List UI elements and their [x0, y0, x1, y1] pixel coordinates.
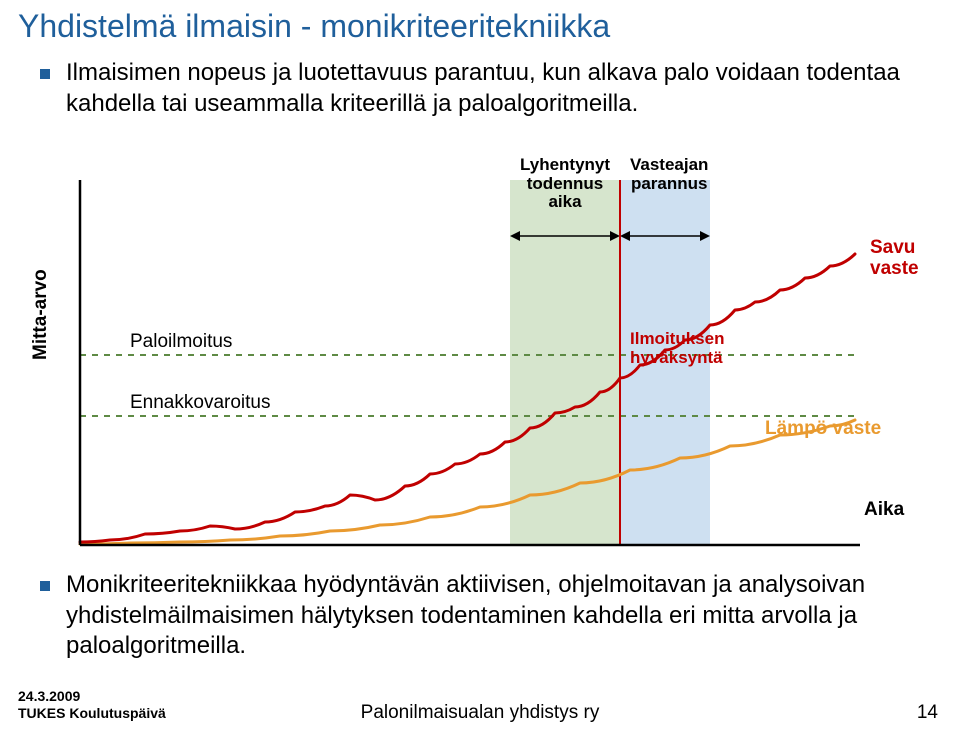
chart-svg — [30, 150, 930, 570]
chart: Mitta-arvo Lyhentynyttodennusaika Vastea… — [30, 150, 930, 570]
x-axis-label: Aika — [864, 499, 904, 521]
band-label-vasteajan: Vasteajanparannus — [630, 156, 708, 193]
slide: Yhdistelmä ilmaisin - monikriteeriteknii… — [0, 0, 960, 742]
level-label-ennakkovaroitus: Ennakkovaroitus — [130, 392, 270, 414]
slide-title: Yhdistelmä ilmaisin - monikriteeriteknii… — [18, 8, 610, 45]
event-label-ilmoituksen: Ilmoituksenhyväksyntä — [630, 330, 724, 367]
bullet-2: Monikriteeritekniikkaa hyödyntävän aktii… — [40, 570, 940, 662]
bullet-square-icon — [40, 581, 50, 591]
bullet-block-top: Ilmaisimen nopeus ja luotettavuus parant… — [40, 58, 940, 123]
footer-page-number: 14 — [917, 702, 938, 724]
band-label-lyhentynyt: Lyhentynyttodennusaika — [520, 156, 610, 212]
bullet-2-text: Monikriteeritekniikkaa hyödyntävän aktii… — [66, 570, 940, 662]
series-label-lampo: Lämpö vaste — [765, 418, 881, 440]
bullet-1-text: Ilmaisimen nopeus ja luotettavuus parant… — [66, 58, 940, 119]
bullet-square-icon — [40, 69, 50, 79]
y-axis-label: Mitta-arvo — [30, 269, 52, 360]
series-label-savu: Savuvaste — [870, 238, 919, 280]
footer-center: Palonilmaisualan yhdistys ry — [0, 702, 960, 724]
level-label-paloilmoitus: Paloilmoitus — [130, 331, 232, 353]
bullet-block-bottom: Monikriteeritekniikkaa hyödyntävän aktii… — [40, 570, 940, 666]
bullet-1: Ilmaisimen nopeus ja luotettavuus parant… — [40, 58, 940, 119]
